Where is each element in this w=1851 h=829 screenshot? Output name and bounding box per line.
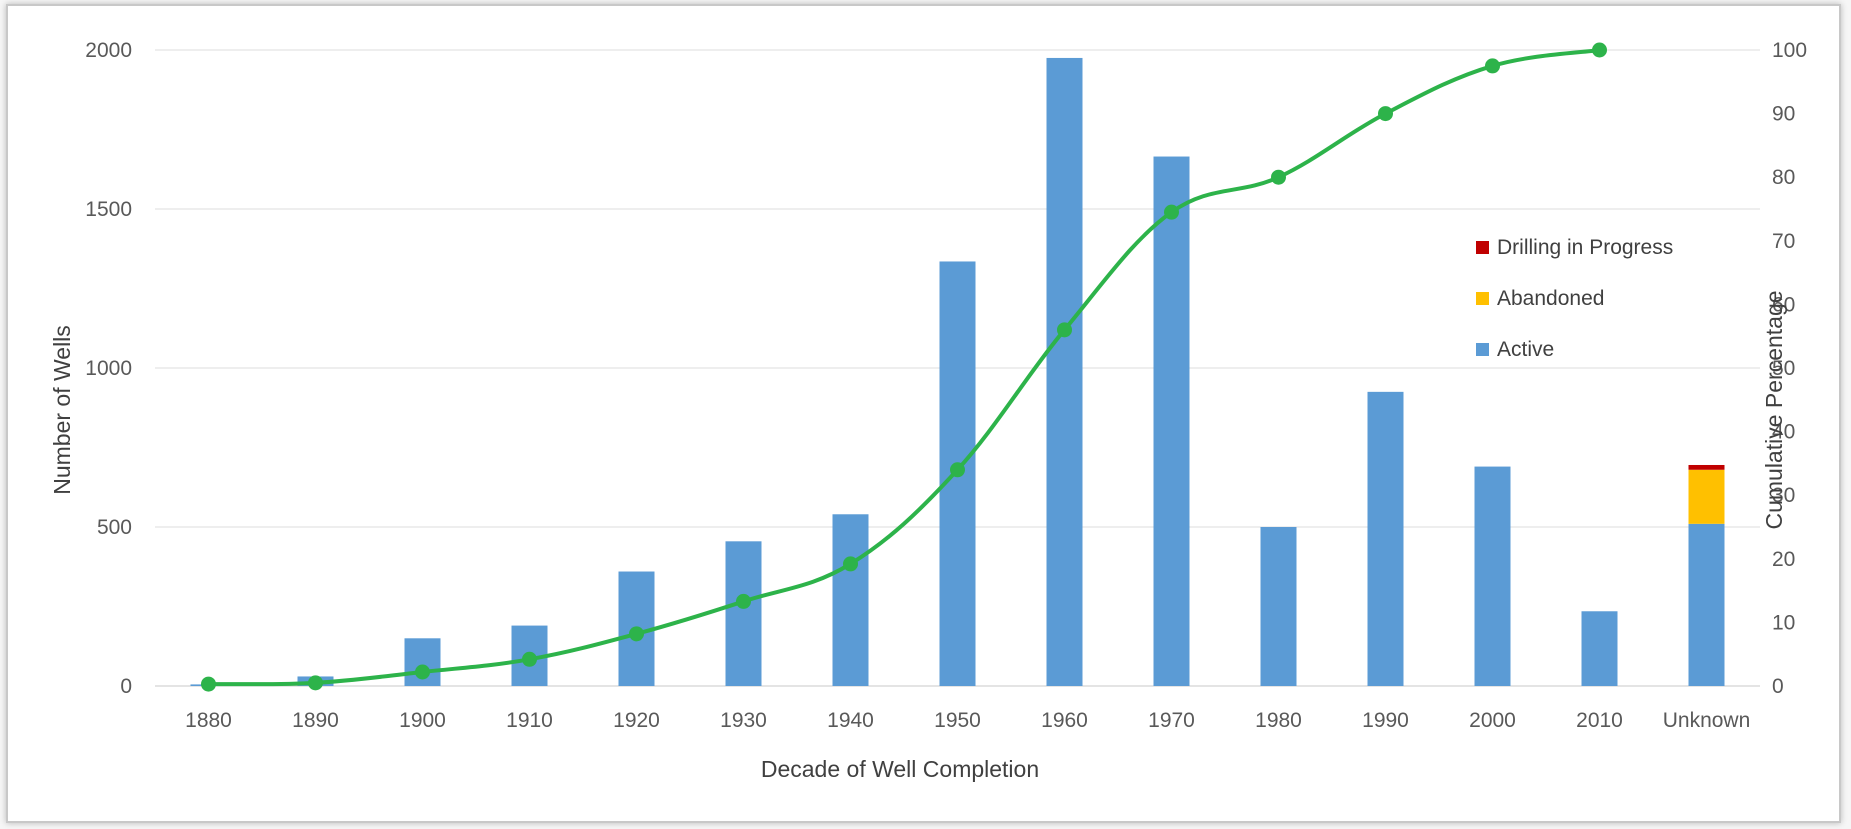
x-axis-title: Decade of Well Completion [761,756,1039,782]
cumulative-point-1970 [1164,204,1179,220]
y2-tick-label-40: 40 [1772,421,1795,444]
cumulative-point-1980 [1271,169,1286,185]
x-tick-label-1960: 1960 [1041,709,1088,732]
cumulative-point-1900 [415,664,430,680]
cumulative-point-1910 [522,651,537,667]
y-tick-label-2000: 2000 [85,39,132,62]
legend-swatch-abandoned [1476,292,1489,305]
y2-tick-label-70: 70 [1772,230,1795,253]
bar-active-1940 [832,514,869,686]
y2-tick-label-90: 90 [1772,103,1795,126]
x-tick-label-unknown: Unknown [1663,709,1751,732]
cumulative-point-1890 [308,675,323,691]
legend-swatch-drilling-in-progress [1476,241,1489,254]
legend-swatch-active [1476,343,1489,356]
cumulative-point-1990 [1378,106,1393,122]
cumulative-point-1930 [736,593,751,609]
y2-axis-title: Cumulative Percentage [1761,290,1787,529]
y2-tick-label-80: 80 [1772,166,1795,189]
x-tick-label-1990: 1990 [1362,709,1409,732]
legend: Drilling in Progress Abandoned Active [1476,236,1673,361]
cumulative-point-2000 [1485,58,1500,74]
x-tick-label-1930: 1930 [720,709,767,732]
x-tick-label-1950: 1950 [934,709,981,732]
y-tick-label-1000: 1000 [85,357,132,380]
legend-label-active: Active [1497,338,1554,361]
x-tick-label-1920: 1920 [613,709,660,732]
bar-active-1960 [1046,57,1083,686]
cumulative-point-1880 [201,676,216,692]
cumulative-point-1960 [1057,322,1072,338]
y-tick-label-0: 0 [120,675,132,698]
cumulative-point-2010 [1592,42,1607,58]
x-tick-label-1880: 1880 [185,709,232,732]
y2-tick-label-100: 100 [1772,39,1807,62]
x-tick-label-1970: 1970 [1148,709,1195,732]
x-tick-label-1900: 1900 [399,709,446,732]
y-tick-label-500: 500 [97,516,132,539]
y-axis-title: Number of Wells [49,325,75,495]
x-tick-label-2000: 2000 [1469,709,1516,732]
cumulative-point-1950 [950,462,965,478]
right-axis-ticks: 0 10 20 30 40 50 60 70 80 90 100 [1772,39,1807,698]
bar-active-2010 [1581,611,1618,686]
y2-tick-label-60: 60 [1772,293,1795,316]
x-tick-label-1910: 1910 [506,709,553,732]
x-tick-label-1980: 1980 [1255,709,1302,732]
x-tick-label-1940: 1940 [827,709,874,732]
cumulative-line-path [208,48,1600,687]
legend-label-abandoned: Abandoned [1497,287,1604,310]
y2-tick-label-10: 10 [1772,611,1795,634]
bar-active-1990 [1367,391,1404,686]
y2-tick-label-30: 30 [1772,484,1795,507]
bar-active-1970 [1153,156,1190,686]
bar-abandoned-unknown [1688,469,1725,524]
bar-drilling-in-progress-unknown [1688,464,1725,470]
legend-label-drilling-in-progress: Drilling in Progress [1497,236,1673,259]
cumulative-point-1940 [843,556,858,572]
y-tick-label-1500: 1500 [85,198,132,221]
bar-active-1980 [1260,527,1297,686]
bar-active-unknown [1688,523,1725,686]
x-tick-label-1890: 1890 [292,709,339,732]
cumulative-line [201,42,1607,692]
bars [190,57,1725,686]
x-axis-ticks: 1880 1890 1900 1910 1920 1930 1940 1950 1960 1970… [185,709,1750,732]
x-tick-label-2010: 2010 [1576,709,1623,732]
cumulative-point-1920 [629,626,644,642]
y2-tick-label-0: 0 [1772,675,1784,698]
y2-tick-label-20: 20 [1772,548,1795,571]
left-axis-ticks: 0 500 1000 1500 2000 [85,39,132,698]
bar-active-2000 [1474,466,1511,686]
bar-active-1930 [725,541,762,686]
y2-tick-label-50: 50 [1772,357,1795,380]
